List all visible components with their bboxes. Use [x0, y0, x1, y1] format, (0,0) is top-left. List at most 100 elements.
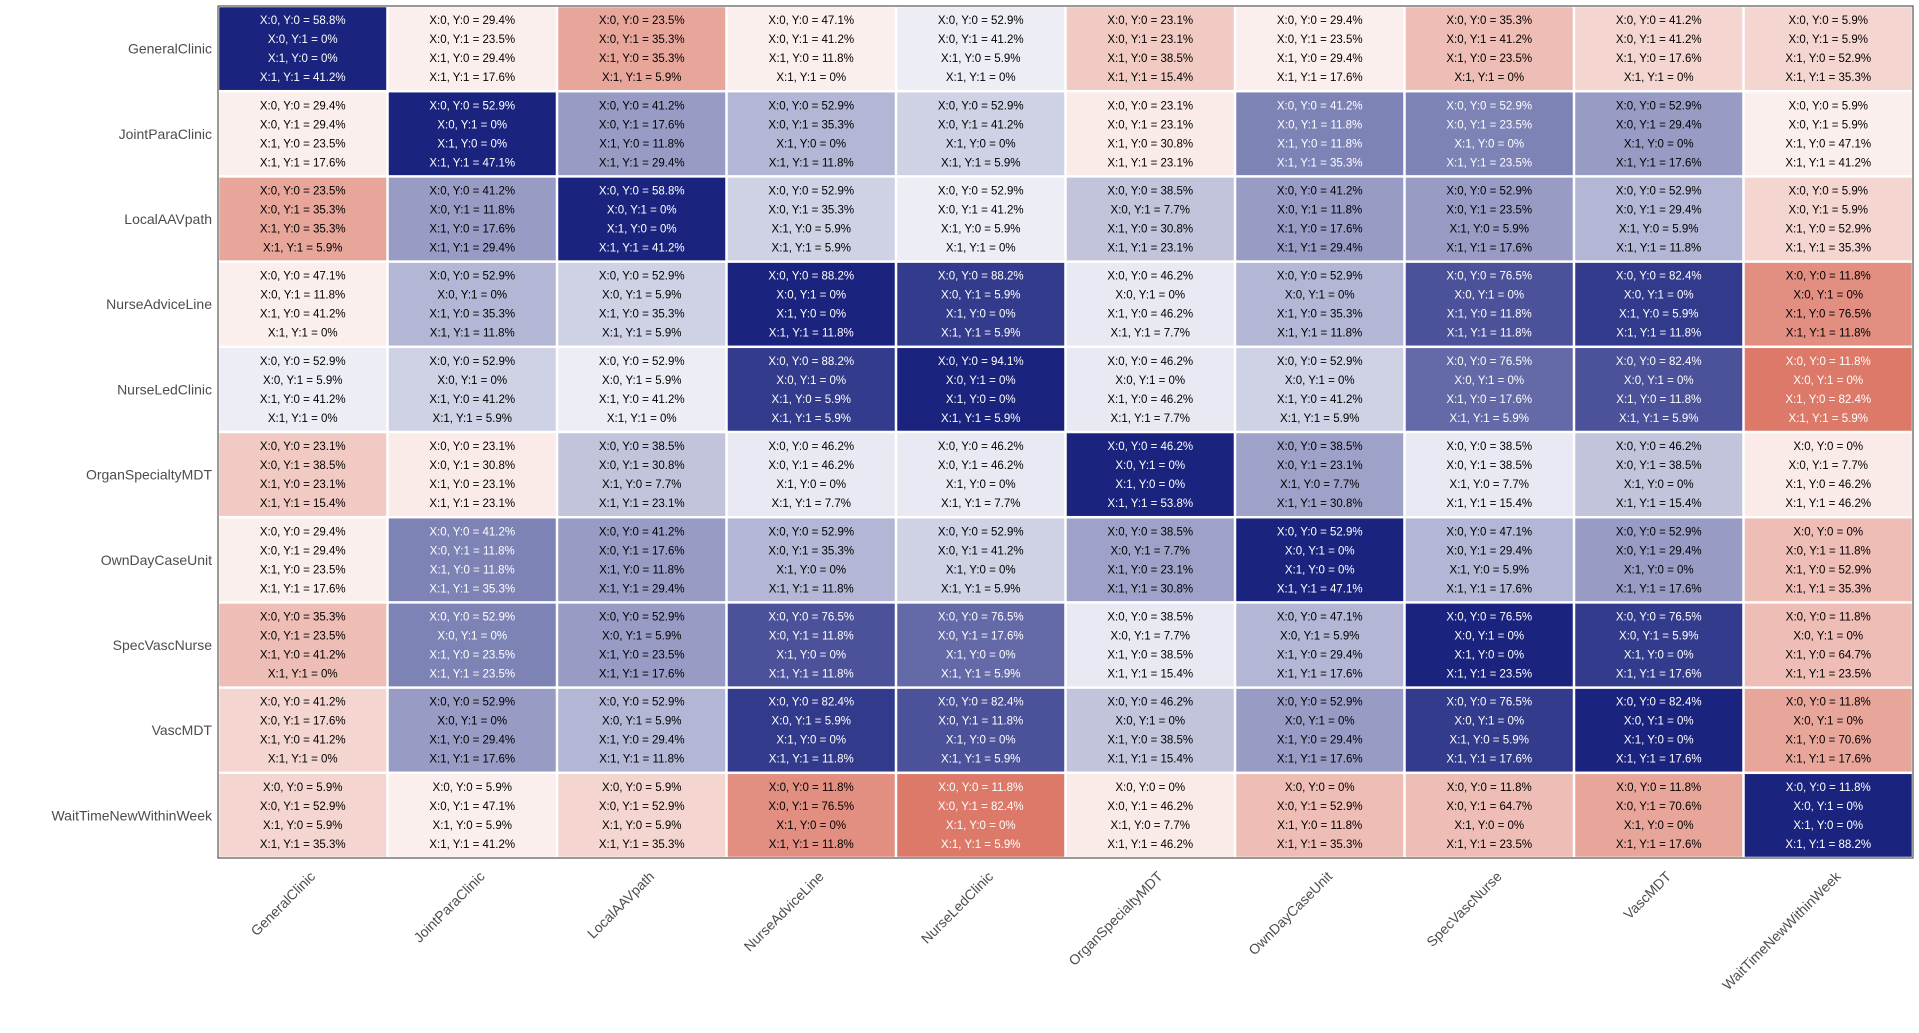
cell-data-label: X:0, Y:0 = 52.9%	[938, 526, 1024, 538]
heatmap-cell-rect	[897, 177, 1065, 261]
heatmap-cell-rect	[558, 774, 726, 857]
heatmap-cell-rect	[1236, 177, 1404, 261]
cell-data-label: X:0, Y:1 = 46.2%	[1107, 801, 1193, 813]
cell-data-label: X:1, Y:0 = 23.1%	[1107, 564, 1193, 576]
cell-data-label: X:1, Y:0 = 29.4%	[429, 53, 515, 65]
cell-data-label: X:1, Y:0 = 0%	[776, 735, 846, 747]
heatmap-cell-rect	[388, 92, 556, 176]
cell-data-label: X:1, Y:1 = 23.5%	[1446, 669, 1532, 681]
cell-data-label: X:1, Y:1 = 7.7%	[772, 498, 851, 510]
heatmap-cell: X:0, Y:0 = 46.2% X:0, Y:1 = 0% X:1, Y:0 = …	[1066, 433, 1234, 516]
heatmap-cell-rect	[388, 262, 556, 346]
cell-data-label: X:0, Y:1 = 41.2%	[938, 34, 1024, 46]
cell-data-label: X:0, Y:1 = 0%	[1115, 375, 1185, 387]
heatmap-cell: X:0, Y:0 = 52.9% X:0, Y:1 = 23.5% X:1, Y:0…	[1405, 177, 1573, 261]
cell-data-label: X:0, Y:1 = 11.8%	[430, 545, 515, 557]
cell-data-label: X:0, Y:1 = 0%	[1793, 801, 1863, 813]
cell-data-label: X:1, Y:0 = 0%	[776, 820, 846, 832]
cell-data-label: X:0, Y:0 = 5.9%	[263, 782, 342, 794]
cell-data-label: X:1, Y:0 = 64.7%	[1785, 650, 1871, 662]
cell-data-label: X:1, Y:1 = 35.3%	[1785, 243, 1871, 255]
cell-data-label: X:1, Y:0 = 35.3%	[599, 53, 685, 65]
cell-data-label: X:1, Y:1 = 17.6%	[1616, 669, 1702, 681]
cell-data-label: X:0, Y:0 = 88.2%	[768, 356, 854, 368]
cell-data-label: X:0, Y:1 = 0%	[1624, 290, 1694, 302]
cell-data-label: X:1, Y:0 = 41.2%	[260, 650, 346, 662]
cell-data-label: X:1, Y:1 = 23.1%	[1107, 157, 1193, 169]
cell-data-label: X:1, Y:0 = 11.8%	[599, 564, 684, 576]
cell-data-label: X:1, Y:1 = 11.8%	[1786, 328, 1871, 340]
cell-data-label: X:1, Y:1 = 11.8%	[769, 157, 854, 169]
heatmap-cell-rect	[897, 774, 1065, 857]
heatmap-cell-rect	[1236, 688, 1404, 772]
cell-data-label: X:0, Y:1 = 30.8%	[599, 460, 685, 472]
cell-data-label: X:1, Y:1 = 11.8%	[769, 754, 854, 766]
cell-data-label: X:0, Y:1 = 35.3%	[260, 205, 346, 217]
y-tick-label: NurseLedClinic	[117, 381, 212, 397]
cell-data-label: X:0, Y:0 = 41.2%	[260, 697, 346, 709]
heatmap-cell-rect	[388, 688, 556, 772]
heatmap-cell-rect	[1575, 774, 1743, 857]
cell-data-label: X:0, Y:1 = 0%	[437, 375, 507, 387]
cell-data-label: X:0, Y:0 = 76.5%	[1446, 612, 1532, 624]
heatmap-cell-rect	[897, 603, 1065, 687]
cell-data-label: X:0, Y:1 = 7.7%	[1111, 545, 1190, 557]
cell-data-label: X:0, Y:0 = 41.2%	[429, 526, 515, 538]
heatmap-cell: X:0, Y:0 = 52.9% X:0, Y:1 = 5.9% X:1, Y:0 …	[558, 603, 726, 687]
heatmap-cell: X:0, Y:0 = 82.4% X:0, Y:1 = 5.9% X:1, Y:0 …	[727, 688, 895, 772]
cell-data-label: X:1, Y:1 = 5.9%	[1619, 413, 1698, 425]
cell-data-label: X:0, Y:0 = 94.1%	[938, 356, 1024, 368]
cell-data-label: X:0, Y:0 = 52.9%	[768, 100, 854, 112]
heatmap-cell-rect	[1236, 603, 1404, 687]
heatmap-cell: X:0, Y:0 = 29.4% X:0, Y:1 = 23.5% X:1, Y:0…	[1236, 7, 1404, 90]
heatmap-cell: X:0, Y:0 = 0% X:0, Y:1 = 46.2% X:1, Y:0 = …	[1066, 774, 1234, 857]
cell-data-label: X:1, Y:0 = 17.6%	[1277, 224, 1363, 236]
cell-data-label: X:1, Y:0 = 5.9%	[263, 820, 342, 832]
cell-data-label: X:1, Y:0 = 0%	[1793, 820, 1863, 832]
cell-data-label: X:1, Y:1 = 0%	[268, 328, 338, 340]
cell-data-label: X:0, Y:1 = 0%	[776, 375, 846, 387]
y-tick-label: LocalAAVpath	[124, 211, 212, 227]
cell-data-label: X:0, Y:0 = 11.8%	[1786, 612, 1871, 624]
heatmap-cell: X:0, Y:0 = 52.9% X:0, Y:1 = 0% X:1, Y:0 = …	[1236, 348, 1404, 431]
heatmap-cell: X:0, Y:0 = 76.5% X:0, Y:1 = 11.8% X:1, Y:0…	[727, 603, 895, 687]
cell-data-label: X:1, Y:1 = 0%	[1624, 72, 1694, 84]
cell-data-label: X:1, Y:0 = 17.6%	[429, 224, 515, 236]
cell-data-label: X:1, Y:0 = 0%	[1285, 564, 1355, 576]
heatmap-cell: X:0, Y:0 = 35.3% X:0, Y:1 = 41.2% X:1, Y:0…	[1405, 7, 1573, 90]
cell-data-label: X:1, Y:1 = 35.3%	[1785, 583, 1871, 595]
cell-data-label: X:0, Y:1 = 5.9%	[263, 375, 342, 387]
heatmap-cell: X:0, Y:0 = 35.3% X:0, Y:1 = 23.5% X:1, Y:0…	[219, 603, 387, 687]
heatmap-cell: X:0, Y:0 = 52.9% X:0, Y:1 = 0% X:1, Y:0 = …	[388, 603, 556, 687]
cell-data-label: X:1, Y:0 = 7.7%	[1450, 479, 1529, 491]
heatmap-cell: X:0, Y:0 = 23.1% X:0, Y:1 = 23.1% X:1, Y:0…	[1066, 7, 1234, 90]
heatmap-cell: X:0, Y:0 = 52.9% X:0, Y:1 = 0% X:1, Y:0 = …	[388, 92, 556, 176]
heatmap-cell-rect	[558, 7, 726, 90]
cell-data-label: X:1, Y:0 = 5.9%	[433, 820, 512, 832]
heatmap-cell-rect	[1066, 7, 1234, 90]
cell-data-label: X:0, Y:1 = 0%	[1454, 631, 1524, 643]
cell-data-label: X:0, Y:1 = 0%	[1285, 716, 1355, 728]
cell-data-label: X:0, Y:1 = 29.4%	[1616, 119, 1702, 131]
cell-data-label: X:1, Y:0 = 35.3%	[1277, 309, 1363, 321]
heatmap-cell: X:0, Y:0 = 47.1% X:0, Y:1 = 41.2% X:1, Y:0…	[727, 7, 895, 90]
heatmap-cell-rect	[1575, 177, 1743, 261]
cell-data-label: X:1, Y:0 = 0%	[1115, 479, 1185, 491]
cell-data-label: X:0, Y:1 = 23.5%	[1277, 34, 1363, 46]
cell-data-label: X:0, Y:0 = 29.4%	[260, 100, 346, 112]
heatmap-cell: X:0, Y:0 = 52.9% X:0, Y:1 = 5.9% X:1, Y:0 …	[219, 348, 387, 431]
heatmap-cell: X:0, Y:0 = 76.5% X:0, Y:1 = 5.9% X:1, Y:0 …	[1575, 603, 1743, 687]
cell-data-label: X:0, Y:1 = 0%	[1793, 631, 1863, 643]
x-tick-label: LocalAAVpath	[584, 868, 657, 941]
cell-data-label: X:0, Y:1 = 17.6%	[599, 545, 685, 557]
cell-data-label: X:0, Y:0 = 52.9%	[1277, 356, 1363, 368]
cell-data-label: X:0, Y:1 = 0%	[437, 290, 507, 302]
cell-data-label: X:1, Y:1 = 23.1%	[599, 498, 685, 510]
heatmap-cell: X:0, Y:0 = 76.5% X:0, Y:1 = 0% X:1, Y:0 = …	[1405, 348, 1573, 431]
cell-data-label: X:0, Y:1 = 52.9%	[260, 801, 346, 813]
cell-data-label: X:0, Y:0 = 52.9%	[1277, 271, 1363, 283]
cell-data-label: X:1, Y:0 = 11.8%	[1616, 394, 1701, 406]
cell-data-label: X:0, Y:1 = 0%	[1624, 716, 1694, 728]
cell-data-label: X:1, Y:0 = 0%	[776, 309, 846, 321]
